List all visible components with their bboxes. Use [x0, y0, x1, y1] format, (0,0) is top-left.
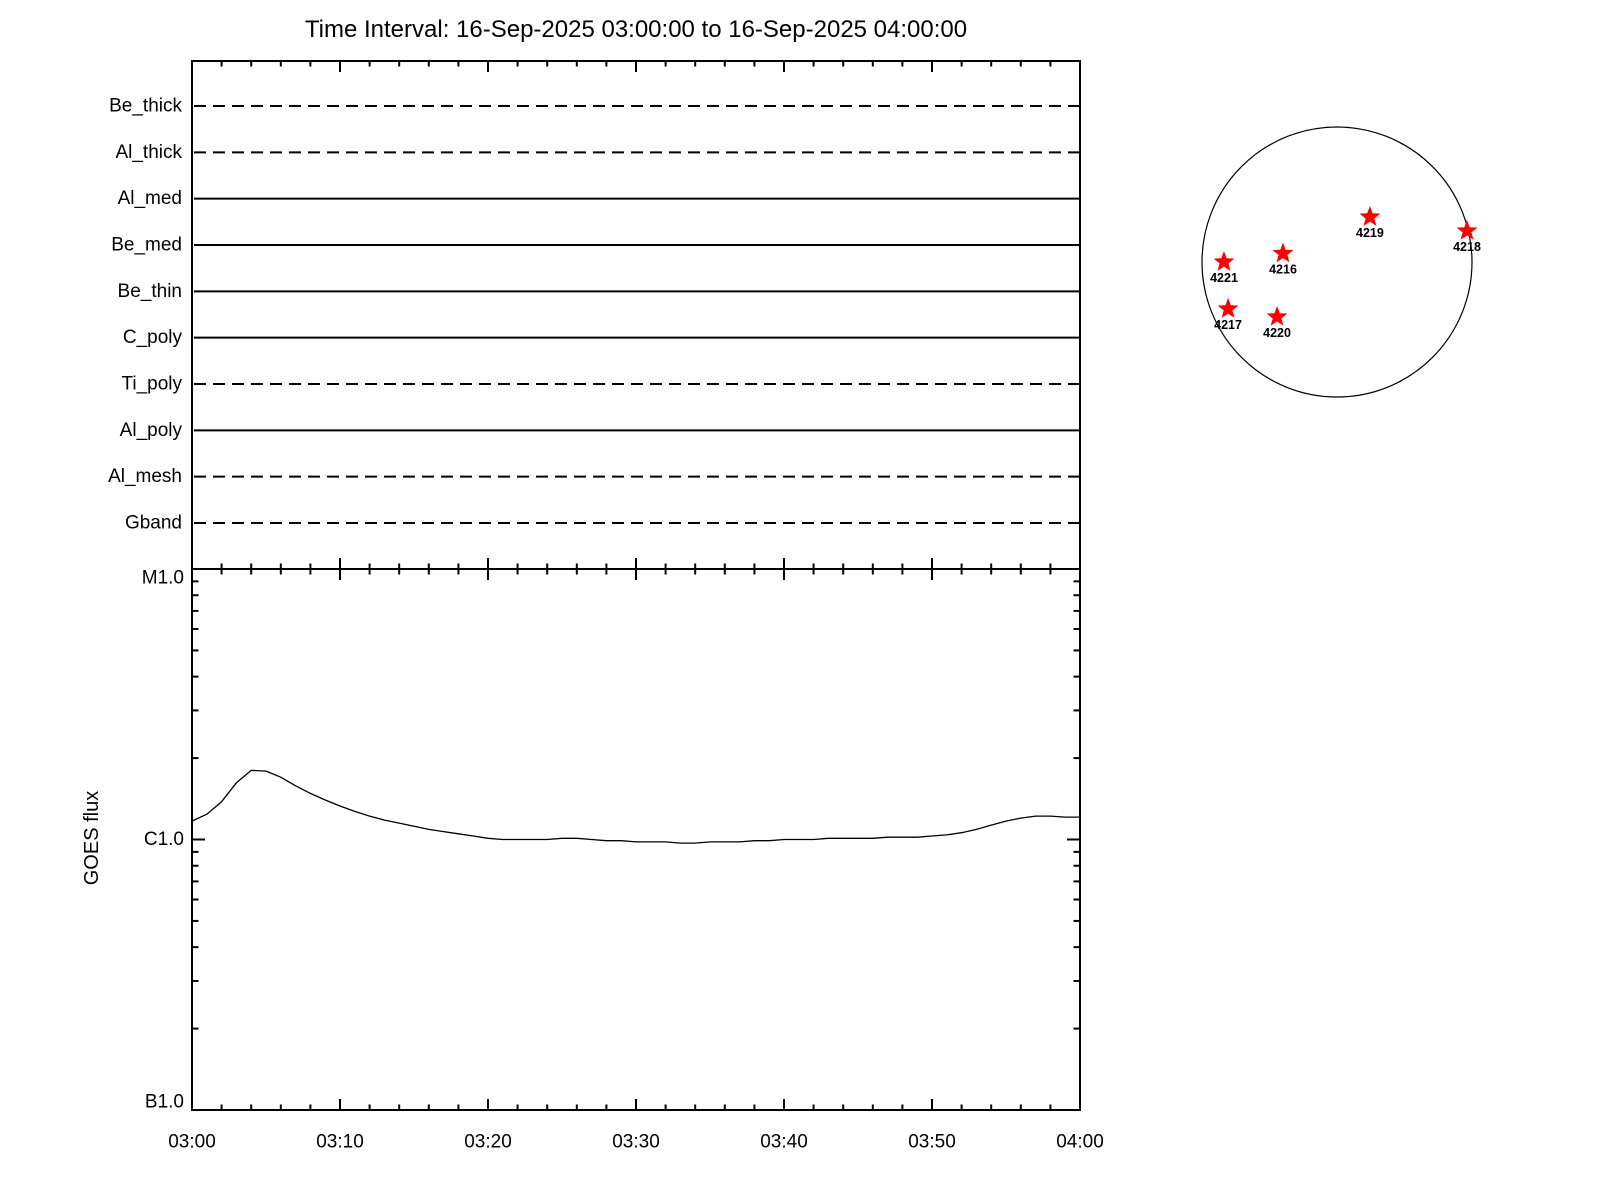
- active-region-label-4218: 4218: [1453, 240, 1481, 254]
- filter-label-ti_poly: Ti_poly: [121, 374, 182, 395]
- active-region-marker-4219: [1359, 206, 1381, 226]
- filter-label-gband: Gband: [125, 513, 182, 534]
- figure-title: Time Interval: 16-Sep-2025 03:00:00 to 1…: [304, 16, 968, 43]
- xtick-label-0400: 04:00: [1056, 1132, 1104, 1153]
- goes-xtick-labels: 03:00 03:10 03:20 03:30 03:40 03:50 04:00: [168, 1132, 1104, 1153]
- xtick-label-0300: 03:00: [168, 1132, 216, 1153]
- active-region-label-4219: 4219: [1356, 226, 1384, 240]
- active-region-marker-4216: [1272, 242, 1294, 263]
- ytick-label-b10: B1.0: [145, 1092, 184, 1113]
- active-region-marker-4220: [1266, 305, 1288, 326]
- goes-flux-panel: 03:00 03:10 03:20 03:30 03:40 03:50 04:00 M1.0 C…: [81, 568, 1104, 1153]
- filter-label-al_poly: Al_poly: [120, 420, 183, 441]
- xtick-label-0310: 03:10: [316, 1132, 364, 1153]
- filter-panel-border: [191, 60, 1081, 570]
- filter-panel-top-axis-ticks: [191, 61, 1081, 72]
- active-region-marker-4218: [1456, 219, 1478, 240]
- active-region-marker-4217: [1217, 298, 1239, 318]
- filter-timeline-panel: Be_thick Al_thick Al_med Be_med Be_thin C_pol…: [108, 60, 1081, 580]
- filter-label-be_med: Be_med: [111, 235, 182, 256]
- xtick-label-0350: 03:50: [908, 1132, 956, 1153]
- goes-ytick-marks: [192, 568, 1080, 1111]
- filter-label-al_thick: Al_thick: [115, 142, 182, 163]
- active-region-label-4216: 4216: [1269, 262, 1297, 276]
- goes-panel-border: [191, 568, 1081, 1111]
- solar-disk-inset: 4221 4216 4219 4218 4217 4220: [1201, 126, 1481, 398]
- filter-label-be_thin: Be_thin: [118, 281, 182, 302]
- goes-ytick-labels: M1.0 C1.0 B1.0: [142, 568, 184, 1113]
- ytick-label-c10: C1.0: [144, 829, 184, 850]
- active-region-label-4217: 4217: [1214, 318, 1242, 332]
- filter-label-al_mesh: Al_mesh: [108, 466, 182, 487]
- goes-flux-curve: [191, 769, 1080, 844]
- goes-ylabel: GOES flux: [81, 791, 103, 885]
- ytick-label-m10: M1.0: [142, 568, 184, 589]
- filter-label-c_poly: C_poly: [123, 327, 183, 348]
- active-region-label-4220: 4220: [1263, 326, 1291, 340]
- solar-disk-outline: [1201, 126, 1473, 398]
- filter-label-be_thick: Be_thick: [109, 96, 182, 117]
- active-region-marker-4221: [1213, 251, 1235, 271]
- xtick-label-0340: 03:40: [760, 1132, 808, 1153]
- xtick-label-0330: 03:30: [612, 1132, 660, 1153]
- xtick-label-0320: 03:20: [464, 1132, 512, 1153]
- filter-label-al_med: Al_med: [118, 188, 182, 209]
- active-region-label-4221: 4221: [1210, 271, 1238, 285]
- goes-bottom-axis-ticks: [191, 1099, 1081, 1110]
